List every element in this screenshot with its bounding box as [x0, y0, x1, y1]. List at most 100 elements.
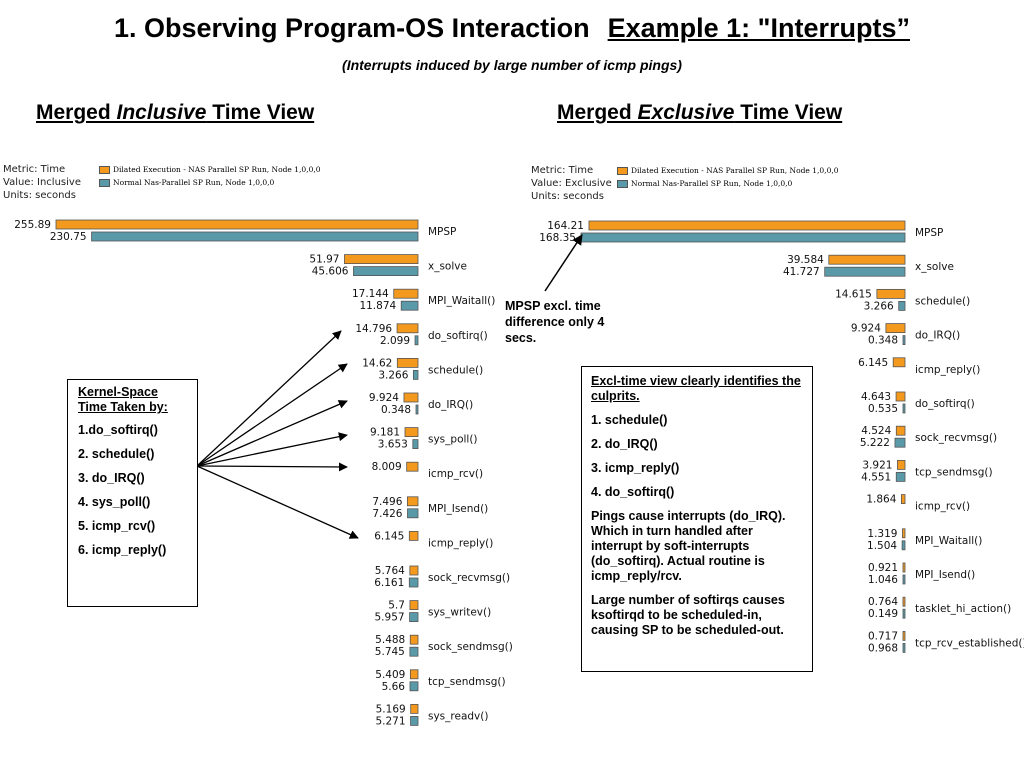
category-label-sys-poll: sys_poll(): [428, 434, 478, 446]
excl-callout-header: Excl-time view clearly identifies the cu…: [591, 374, 801, 403]
category-label-mpsp: MPSP: [915, 227, 943, 239]
normal-value-do-softirq: 2.099: [380, 335, 410, 347]
dilated-value-mpi-isend: 7.496: [372, 496, 402, 508]
dilated-value-tcp-sendmsg: 5.409: [375, 669, 405, 681]
dilated-bar-icmp-reply: [892, 357, 906, 368]
dilated-bar-sock-recvmsg: [895, 425, 906, 436]
exclusive-series-legend: Dilated Execution - NAS Parallel SP Run,…: [617, 164, 839, 190]
excl-callout-item: 2. do_IRQ(): [591, 437, 658, 451]
dilated-bar-icmp-rcv: [406, 461, 419, 472]
normal-bar-sys-poll: [412, 439, 419, 450]
heading-prefix: Merged: [557, 101, 638, 124]
kernel-callout-item: 4. sys_poll(): [78, 495, 151, 509]
kernel-callout-item: 5. icmp_rcv(): [78, 519, 156, 533]
dilated-value-tcp-sendmsg: 3.921: [862, 459, 892, 471]
dilated-bar-mpi-waitall: [902, 528, 906, 539]
kernel-space-callout: Kernel-Space Time Taken by: 1.do_softirq…: [67, 379, 198, 607]
exclusive-view-heading: Merged Exclusive Time View: [557, 101, 842, 125]
dilated-value-schedule: 14.615: [835, 288, 872, 300]
normal-bar-sock-recvmsg: [894, 437, 906, 448]
excl-callout-paragraph: Large number of softirqs causes ksoftirq…: [591, 593, 785, 637]
dilated-value-do-softirq: 14.796: [355, 323, 392, 335]
arrow-to-schedule: [196, 363, 348, 467]
dilated-value-mpi-isend: 0.921: [868, 562, 898, 574]
dilated-bar-tcp-sendmsg: [897, 459, 906, 470]
dilated-bar-schedule: [396, 357, 419, 368]
category-label-sys-readv: sys_readv(): [428, 710, 488, 722]
category-label-sock-recvmsg: sock_recvmsg(): [915, 432, 997, 444]
kernel-callout-item: 6. icmp_reply(): [78, 543, 167, 557]
normal-value-do-irq: 0.348: [868, 335, 898, 347]
category-label-tcp-sendmsg: tcp_sendmsg(): [428, 676, 506, 688]
slide-title-example: Example 1: "Interrupts”: [607, 13, 910, 43]
kernel-callout-header: Kernel-Space Time Taken by:: [78, 385, 168, 414]
excl-callout-item: 4. do_softirq(): [591, 485, 675, 499]
value-label: Value: Inclusive: [3, 177, 81, 188]
dilated-bar-sock-sendmsg: [409, 634, 419, 645]
inclusive-metric-legend: Metric: Time Value: Inclusive Units: sec…: [3, 163, 81, 202]
dilated-bar-mpsp: [588, 220, 906, 231]
normal-value-sys-readv: 5.271: [375, 715, 405, 727]
normal-bar-schedule: [898, 300, 906, 311]
dilated-value-tcp-rcv-established: 0.717: [868, 630, 898, 642]
dilated-value-mpsp: 164.21: [547, 220, 584, 232]
dilated-bar-sock-recvmsg: [409, 565, 419, 576]
legend-item-dilated: Dilated Execution - NAS Parallel SP Run,…: [617, 164, 839, 177]
arrow-to-mpsp-exclusive: [544, 234, 583, 292]
normal-value-tcp-sendmsg: 5.66: [382, 681, 406, 693]
heading-italic: Inclusive: [116, 101, 207, 124]
dilated-bar-mpsp: [55, 219, 419, 230]
dilated-value-x-solve: 51.97: [309, 254, 339, 266]
normal-bar-x-solve: [824, 266, 906, 277]
normal-bar-sock-recvmsg: [408, 577, 419, 588]
dilated-value-icmp-rcv: 1.864: [866, 494, 896, 506]
category-label-mpi-waitall: MPI_Waitall(): [428, 295, 495, 307]
normal-bar-tcp-rcv-established: [902, 643, 906, 653]
normal-bar-do-softirq: [414, 335, 419, 346]
excl-callout-item: 3. icmp_reply(): [591, 461, 680, 475]
normal-value-x-solve: 41.727: [783, 266, 820, 278]
legend-label-normal: Normal Nas-Parallel SP Run, Node 1,0,0,0: [631, 179, 793, 188]
legend-label-dilated: Dilated Execution - NAS Parallel SP Run,…: [113, 165, 321, 174]
normal-bar-tcp-sendmsg: [409, 681, 419, 692]
normal-bar-mpsp: [91, 231, 419, 242]
dilated-bar-do-softirq: [396, 323, 419, 334]
category-label-do-irq: do_IRQ(): [915, 330, 960, 342]
dilated-value-icmp-reply: 6.145: [858, 357, 888, 369]
legend-swatch-dilated: [99, 166, 110, 174]
inclusive-view-heading: Merged Inclusive Time View: [36, 101, 314, 125]
normal-value-tcp-sendmsg: 4.551: [861, 471, 891, 483]
dilated-value-icmp-reply: 6.145: [374, 530, 404, 542]
category-label-do-softirq: do_softirq(): [915, 398, 975, 410]
exclusive-culprits-callout: Excl-time view clearly identifies the cu…: [581, 366, 813, 672]
normal-bar-sys-readv: [410, 716, 419, 726]
category-label-mpi-waitall: MPI_Waitall(): [915, 535, 982, 547]
normal-value-sys-writev: 5.957: [375, 612, 405, 624]
dilated-value-sys-poll: 9.181: [370, 427, 400, 439]
dilated-bar-tasklet-hi-action: [902, 596, 906, 607]
normal-value-mpi-isend: 1.046: [868, 574, 898, 586]
category-label-icmp-rcv: icmp_rcv(): [915, 501, 970, 513]
normal-bar-mpi-waitall: [901, 540, 906, 551]
dilated-bar-tcp-sendmsg: [409, 669, 419, 680]
dilated-value-schedule: 14.62: [362, 357, 392, 369]
legend-item-dilated: Dilated Execution - NAS Parallel SP Run,…: [99, 163, 321, 176]
kernel-callout-item: 1.do_softirq(): [78, 423, 158, 437]
units-label: Units: seconds: [531, 191, 604, 202]
dilated-bar-tcp-rcv-established: [902, 631, 906, 641]
dilated-value-do-irq: 9.924: [851, 323, 881, 335]
legend-swatch-normal: [617, 180, 628, 188]
category-label-x-solve: x_solve: [915, 261, 954, 273]
category-label-tcp-sendmsg: tcp_sendmsg(): [915, 466, 993, 478]
excl-callout-paragraph: Pings cause interrupts (do_IRQ). Which i…: [591, 509, 786, 583]
dilated-bar-icmp-rcv: [901, 494, 906, 505]
normal-value-do-softirq: 0.535: [868, 403, 898, 415]
dilated-bar-mpi-isend: [406, 496, 419, 507]
dilated-value-sys-writev: 5.7: [388, 600, 405, 612]
dilated-value-sys-readv: 5.169: [376, 703, 406, 715]
kernel-callout-item: 3. do_IRQ(): [78, 471, 145, 485]
category-label-icmp-reply: icmp_reply(): [915, 364, 980, 376]
heading-suffix: Time View: [734, 101, 843, 124]
